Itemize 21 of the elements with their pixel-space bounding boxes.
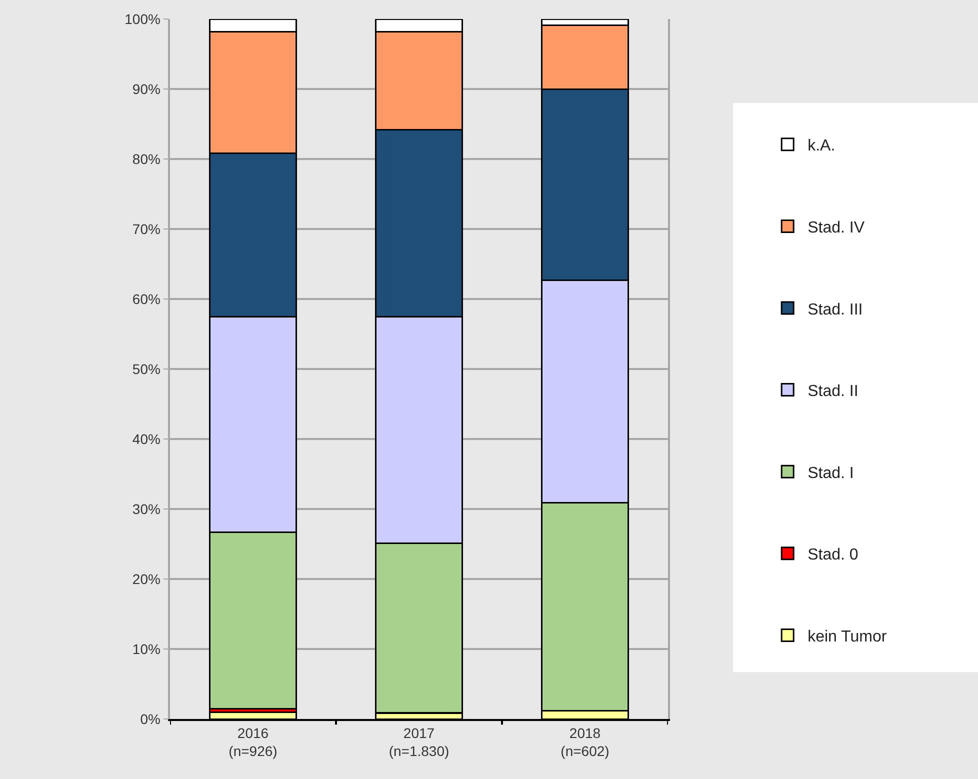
y-tick-label: 0% bbox=[140, 710, 160, 727]
y-tick-label: 90% bbox=[132, 80, 160, 97]
x-tick-label: 2016 (n=926) bbox=[228, 724, 278, 759]
y-tick-label: 100% bbox=[124, 10, 160, 27]
legend-label: Stad. 0 bbox=[808, 546, 858, 564]
legend-label: Stad. I bbox=[808, 464, 854, 482]
legend-label: Stad. II bbox=[808, 383, 858, 400]
y-tick-label: 80% bbox=[132, 150, 160, 167]
y-tick-label: 70% bbox=[132, 220, 160, 237]
legend-label: Stad. III bbox=[808, 301, 863, 318]
y-tick-label: 30% bbox=[132, 500, 160, 517]
y-tick-label: 60% bbox=[132, 290, 160, 307]
y-tick-label: 50% bbox=[132, 360, 160, 377]
legend-label: k.A. bbox=[808, 138, 836, 155]
y-tick-label: 20% bbox=[132, 570, 160, 587]
x-tick-label: 2017 (n=1.830) bbox=[388, 724, 450, 759]
y-tick-label: 10% bbox=[132, 640, 160, 657]
legend-label: kein Tumor bbox=[808, 628, 888, 646]
y-tick-label: 40% bbox=[132, 430, 160, 447]
legend-label: Stad. IV bbox=[808, 219, 865, 236]
x-tick-label: 2018 (n=602) bbox=[560, 724, 610, 759]
